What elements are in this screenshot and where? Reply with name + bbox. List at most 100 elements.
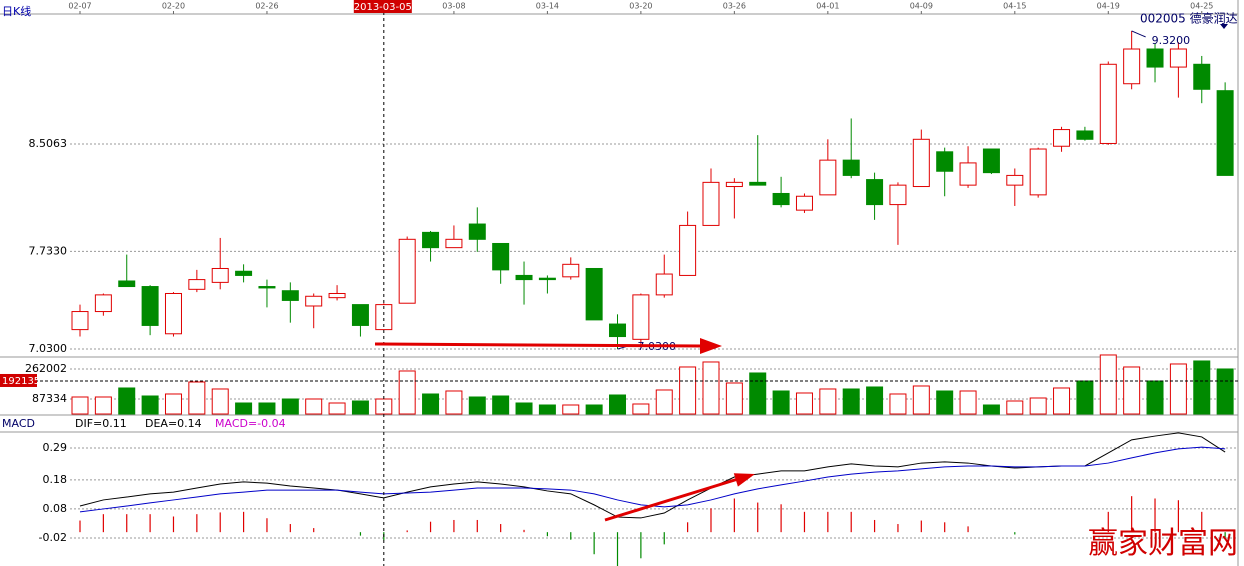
candle-body [188, 279, 206, 290]
candle-body [866, 179, 884, 206]
candle-body [492, 242, 510, 271]
volume-bar [702, 361, 720, 415]
x-tick-label: 04-15 [1003, 2, 1026, 11]
volume-bar [725, 382, 743, 415]
x-tick-label: 04-25 [1190, 2, 1213, 11]
candle-body [936, 151, 954, 172]
volume-bar [585, 404, 603, 415]
volume-bar [1193, 360, 1211, 415]
candle-body [328, 292, 346, 299]
candle-body [1099, 63, 1117, 144]
cursor-date-box [353, 0, 412, 13]
candle-body [71, 311, 89, 331]
volume-bar [328, 402, 346, 415]
y-tick-label: 262002 [25, 362, 67, 375]
y-tick-label: 7.0300 [29, 342, 68, 355]
volume-bar [515, 402, 533, 415]
volume-bar [351, 400, 369, 415]
x-tick-label: 04-01 [816, 2, 839, 11]
x-tick-label: 04-19 [1097, 2, 1120, 11]
candle-body [585, 267, 603, 321]
candle-body [1216, 90, 1234, 176]
y-tick-label: 0.08 [43, 502, 68, 515]
candle-body [725, 181, 743, 188]
volume-bar [141, 395, 159, 415]
volume-bar [164, 393, 182, 415]
volume-bar [375, 398, 393, 415]
candle-body [305, 295, 323, 307]
candle-body [842, 159, 860, 176]
candle-body [609, 323, 627, 338]
candle-body [235, 270, 253, 276]
candle-body [1193, 63, 1211, 90]
candle-body [679, 224, 697, 276]
cursor-volume-label: 192135 [2, 376, 40, 387]
candle-body [281, 290, 299, 301]
candle-body [141, 286, 159, 326]
volume-bar [749, 372, 767, 415]
candle-body [912, 138, 930, 188]
x-tick-label: 02-26 [255, 2, 278, 11]
y-tick-label: 0.29 [43, 441, 68, 454]
volume-bar [1099, 354, 1117, 415]
volume-bar [889, 393, 907, 415]
annotation-arrows [374, 338, 755, 522]
volume-bar [94, 396, 112, 415]
volume-bar [398, 370, 416, 415]
candle-body [164, 292, 182, 335]
x-tick-label: 04-09 [910, 2, 933, 11]
candle-body [819, 159, 837, 196]
volume-bar [819, 388, 837, 415]
volume-bar [445, 390, 463, 415]
volume-bar [1053, 387, 1071, 415]
candle-body [515, 274, 533, 281]
volume-bar [235, 402, 253, 415]
arrow-shaft [604, 477, 739, 522]
y-tick-label: 87334 [32, 392, 67, 405]
volume-bar [538, 404, 556, 415]
candle-body [562, 263, 580, 278]
marker-icon [1220, 24, 1228, 29]
x-tick-label: 02-07 [68, 2, 91, 11]
candle-body [1123, 48, 1141, 85]
candle-body [422, 231, 440, 249]
volume-bar [679, 366, 697, 415]
volume-bar [258, 402, 276, 415]
arrow-shaft [374, 342, 703, 348]
candle-body [538, 277, 556, 281]
volume-bar [188, 381, 206, 415]
volume-bar [1006, 400, 1024, 415]
x-tick-label: 02-20 [162, 2, 185, 11]
volume-bar [562, 404, 580, 415]
candle-body [749, 181, 767, 186]
candle-body [1053, 129, 1071, 147]
candle-body [1006, 174, 1024, 186]
candle-body [351, 304, 369, 326]
candle-body [398, 238, 416, 304]
candle-body [702, 181, 720, 226]
volume-bar [982, 404, 1000, 415]
candle-body [375, 304, 393, 331]
candle-body [1029, 148, 1047, 196]
cursor-volume-box [0, 373, 37, 387]
panel-label: 日K线 [2, 4, 31, 18]
cursor-date: 2013-03-05 [354, 2, 412, 13]
volume-bar [1123, 366, 1141, 415]
volume-bar [1076, 380, 1094, 415]
volume-bar [305, 398, 323, 415]
security-name: 002005 德豪润达 [1140, 11, 1238, 26]
volume-bar [211, 388, 229, 415]
watermark: 赢家财富网 [1088, 526, 1238, 561]
candle-body [632, 294, 650, 340]
x-tick-label: 03-20 [629, 2, 652, 11]
volume-bar [1029, 397, 1047, 415]
dea-readout: DEA=0.14 [145, 417, 202, 430]
candle-body [258, 286, 276, 289]
y-tick-label: -0.02 [39, 531, 67, 544]
volume-bar [842, 388, 860, 415]
volume-bar [281, 398, 299, 415]
volume-bar [866, 386, 884, 415]
